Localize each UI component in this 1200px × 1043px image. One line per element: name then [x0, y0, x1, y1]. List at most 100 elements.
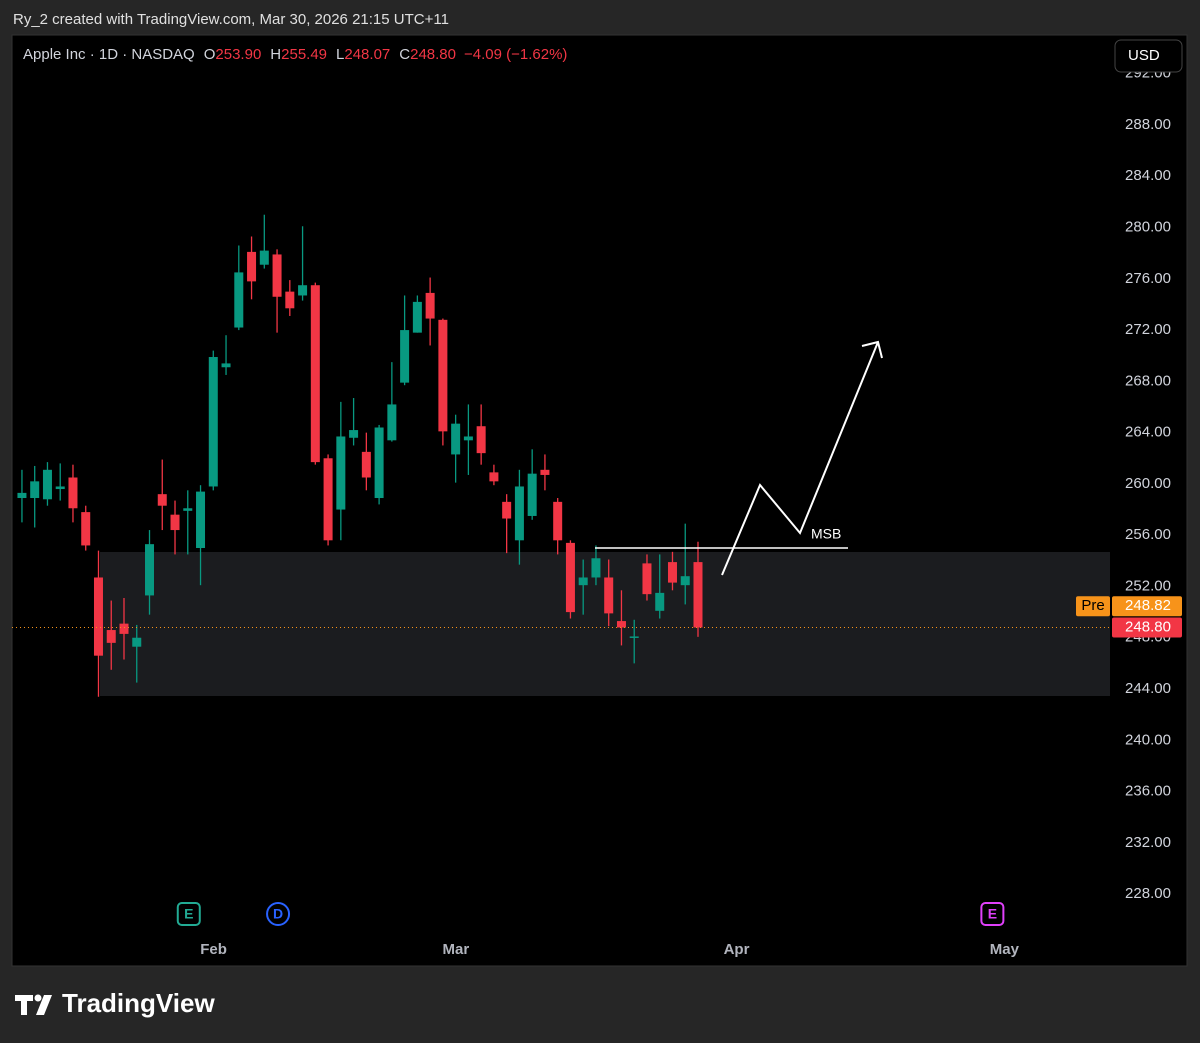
candle-body: [285, 291, 295, 309]
y-tick-label: 276.00: [1125, 270, 1171, 287]
y-tick-label: 256.00: [1125, 526, 1171, 543]
candle-body: [106, 630, 116, 643]
event-label: D: [273, 906, 283, 922]
candle-body: [310, 285, 320, 463]
legend-value: 248.80: [410, 46, 456, 63]
candle-body: [55, 486, 65, 490]
y-tick-label: 268.00: [1125, 372, 1171, 389]
logo-part: [21, 995, 27, 1015]
candle-body: [17, 492, 27, 499]
event-icon: [176, 902, 201, 926]
x-tick-label: Mar: [443, 941, 470, 958]
y-tick-label: 288.00: [1125, 116, 1171, 133]
candle-body: [93, 577, 103, 656]
candle-body: [591, 558, 601, 578]
candle-body: [349, 430, 359, 438]
candle-body: [527, 473, 537, 516]
candle-body: [451, 423, 461, 455]
legend-value: 253.90: [215, 46, 261, 63]
price-label-box: [1112, 617, 1182, 638]
legend-key: O: [204, 46, 216, 63]
y-tick-label: 240.00: [1125, 731, 1171, 748]
candle-body: [412, 301, 422, 333]
candle-body: [489, 472, 499, 482]
price-label: 248.80: [1125, 618, 1171, 635]
x-tick-label: May: [990, 941, 1020, 958]
candle-body: [642, 563, 652, 595]
top-bar-text: Ry_2 created with TradingView.com, Mar 3…: [13, 11, 449, 28]
y-tick-label: 280.00: [1125, 219, 1171, 236]
candle-body: [336, 436, 346, 510]
candle-body: [693, 562, 703, 628]
legend-key: L: [336, 46, 344, 63]
y-tick-label: 284.00: [1125, 167, 1171, 184]
chart-panel: [11, 34, 1188, 967]
arrow: [721, 340, 883, 576]
legend: Apple Inc · 1D · NASDAQ O253.90 H255.49 L24…: [23, 46, 567, 63]
y-tick-label: 228.00: [1125, 885, 1171, 902]
x-tick-label: Apr: [724, 941, 750, 958]
y-tick-label: 244.00: [1125, 680, 1171, 697]
y-tick-label: 236.00: [1125, 783, 1171, 800]
price-label-box: [1112, 596, 1182, 617]
candle-body: [438, 319, 448, 432]
plot: [12, 214, 1110, 697]
legend-value: 248.07: [344, 46, 390, 63]
y-tick-label: 272.00: [1125, 321, 1171, 338]
candle-body: [476, 426, 486, 454]
candle-body: [400, 330, 410, 383]
event-label: E: [988, 906, 997, 922]
candle-body: [196, 491, 206, 549]
currency: USD: [1128, 47, 1160, 64]
candle-body: [259, 250, 269, 265]
candle-body: [323, 458, 333, 541]
candle-body: [387, 404, 397, 441]
candle-body: [680, 576, 690, 586]
candle-body: [655, 592, 665, 611]
candle-body: [361, 451, 371, 478]
price-label-name: Pre: [1081, 597, 1104, 614]
y-tick-label: 264.00: [1125, 424, 1171, 441]
y-tick-label: 232.00: [1125, 834, 1171, 851]
candle-body: [629, 636, 639, 638]
zone: [100, 552, 1110, 696]
candle-body: [183, 508, 193, 511]
candle-body: [463, 436, 473, 441]
symbol: Apple Inc · 1D · NASDAQ: [23, 46, 195, 63]
event-icon: [980, 902, 1005, 926]
legend-key: C: [399, 46, 410, 63]
y-tick-label: 252.00: [1125, 577, 1171, 594]
event-icon: [266, 902, 291, 926]
brand: TradingView: [62, 988, 215, 1018]
candle-body: [514, 486, 524, 541]
candle-body: [30, 481, 40, 499]
event-label: E: [184, 906, 193, 922]
logo-part: [34, 994, 42, 1002]
candle-body: [578, 577, 588, 586]
candle-body: [81, 512, 91, 546]
candle-body: [540, 469, 550, 475]
candle-body: [565, 542, 575, 613]
candle-body: [247, 251, 257, 282]
price-label-tag: [1076, 596, 1110, 617]
candle-body: [604, 577, 614, 614]
candle-body: [272, 254, 282, 297]
candle-body: [170, 514, 180, 531]
candle-body: [667, 562, 677, 583]
candle-body: [221, 363, 231, 368]
candle-body: [616, 621, 626, 628]
logo-part: [36, 995, 52, 1015]
overlay: 228.00232.00236.00240.00244.00248.00252.…: [1076, 65, 1182, 902]
candle-body: [145, 544, 155, 596]
candle-body: [298, 285, 308, 296]
candle-body: [157, 494, 167, 506]
change: −4.09 (−1.62%): [464, 46, 567, 63]
candle-body: [425, 292, 435, 319]
y-tick-label: 260.00: [1125, 475, 1171, 492]
price-label: 248.82: [1125, 597, 1171, 614]
candle-body: [374, 427, 384, 499]
candle-body: [68, 477, 78, 509]
candle-body: [234, 272, 244, 328]
currency-button[interactable]: [1114, 39, 1183, 73]
